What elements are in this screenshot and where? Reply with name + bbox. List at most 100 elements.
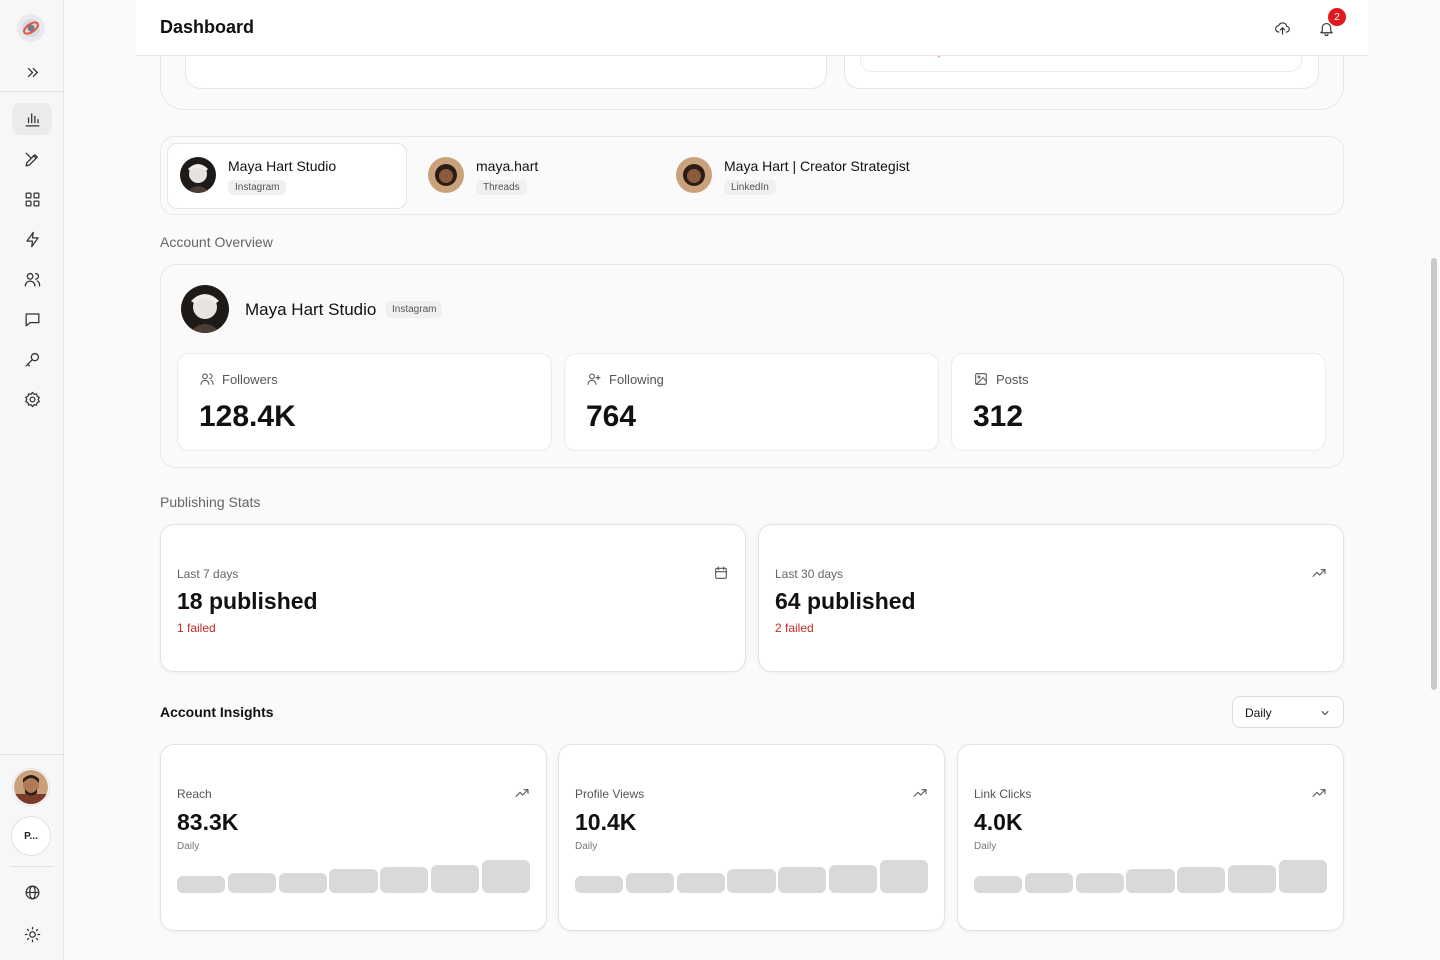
theme-toggle-button[interactable] bbox=[12, 918, 52, 950]
top-header: Dashboard bbox=[136, 0, 1368, 56]
user-avatar[interactable] bbox=[12, 768, 50, 806]
account-avatar bbox=[676, 157, 712, 193]
sidebar: P... bbox=[0, 0, 64, 960]
workspace-switcher[interactable]: P... bbox=[11, 816, 51, 856]
sidebar-item-team[interactable] bbox=[12, 263, 52, 295]
account-name: Maya Hart Studio bbox=[228, 158, 337, 174]
trending-up-icon bbox=[514, 785, 530, 801]
sidebar-item-api-keys[interactable] bbox=[12, 343, 52, 375]
upload-button[interactable] bbox=[1270, 16, 1294, 40]
stat-value: 312 bbox=[973, 400, 1024, 433]
section-title-account-insights: Account Insights bbox=[160, 704, 274, 720]
account-platform: Threads bbox=[476, 180, 527, 195]
stat-label: Followers bbox=[222, 372, 278, 387]
grid-icon bbox=[25, 192, 39, 206]
insight-label: Reach bbox=[177, 787, 212, 801]
user-plus-icon bbox=[586, 371, 602, 387]
notification-count-badge: 2 bbox=[1328, 8, 1346, 26]
published-count: 64 published bbox=[775, 588, 916, 614]
stat-card-following: Following 764 bbox=[564, 353, 939, 451]
failed-count: 2 failed bbox=[775, 621, 814, 635]
cloud-upload-icon bbox=[1274, 21, 1290, 35]
image-icon bbox=[973, 371, 989, 387]
calendar-icon bbox=[713, 565, 729, 581]
sparkline-bar bbox=[278, 873, 327, 893]
sparkline-bar bbox=[625, 873, 675, 893]
account-platform: Instagram bbox=[228, 180, 287, 195]
failed-count: 1 failed bbox=[177, 621, 216, 635]
sparkline-bar bbox=[727, 869, 776, 893]
publishing-period: Last 7 days bbox=[177, 567, 239, 581]
globe-icon bbox=[25, 885, 39, 899]
sparkline-bar bbox=[1227, 865, 1277, 893]
trending-up-icon bbox=[1311, 565, 1327, 581]
sparkline-bar bbox=[778, 867, 827, 893]
stat-card-posts: Posts 312 bbox=[951, 353, 1326, 451]
publishing-period: Last 30 days bbox=[775, 567, 844, 581]
chevrons-right-icon bbox=[27, 67, 38, 77]
overview-avatar bbox=[181, 285, 229, 333]
sidebar-item-analytics[interactable] bbox=[12, 103, 52, 135]
insights-range-select[interactable]: Daily bbox=[1232, 696, 1344, 728]
sidebar-item-settings[interactable] bbox=[12, 383, 52, 415]
account-avatar bbox=[428, 157, 464, 193]
chevron-down-icon bbox=[1319, 706, 1331, 718]
stat-label: Posts bbox=[996, 372, 1029, 387]
sparkline-bar bbox=[575, 876, 624, 893]
page-title: Dashboard bbox=[160, 17, 255, 37]
account-avatar bbox=[180, 157, 216, 193]
sparkline-bar bbox=[828, 865, 878, 893]
insight-sparkline bbox=[177, 859, 530, 893]
sparkline-bar bbox=[329, 868, 378, 893]
sparkline-bar bbox=[430, 865, 480, 893]
sidebar-item-apps[interactable] bbox=[12, 183, 52, 215]
pen-tool-icon bbox=[25, 152, 38, 166]
trending-up-icon bbox=[1311, 785, 1327, 801]
sparkline-bar bbox=[879, 860, 928, 893]
user-avatar-image bbox=[14, 770, 48, 804]
sun-icon bbox=[24, 926, 40, 942]
account-name: Maya Hart | Creator Strategist bbox=[724, 158, 910, 174]
insight-value: 10.4K bbox=[575, 809, 637, 835]
analytics-icon bbox=[25, 112, 39, 126]
logo-icon bbox=[22, 19, 40, 37]
page-scrollbar[interactable] bbox=[1431, 258, 1437, 690]
expand-sidebar-button[interactable] bbox=[12, 56, 52, 88]
publishing-card-7-days: Last 7 days 18 published 1 failed bbox=[160, 524, 746, 672]
insight-period: Daily bbox=[177, 841, 200, 852]
trending-up-icon bbox=[912, 785, 928, 801]
stat-label: Following bbox=[609, 372, 664, 387]
sparkline-bar bbox=[1177, 867, 1226, 893]
overview-platform-badge: Instagram bbox=[386, 301, 443, 318]
sidebar-item-messages[interactable] bbox=[12, 303, 52, 335]
publishing-card-30-days: Last 30 days 64 published 2 failed bbox=[758, 524, 1344, 672]
notifications-button[interactable] bbox=[1314, 16, 1338, 40]
sidebar-divider bbox=[0, 754, 64, 755]
workspace-label: P... bbox=[24, 830, 38, 842]
app-logo[interactable] bbox=[17, 14, 45, 42]
insight-period: Daily bbox=[575, 841, 598, 852]
sparkline-bar bbox=[1278, 860, 1327, 893]
users-icon bbox=[199, 371, 215, 387]
sparkline-bar bbox=[1126, 869, 1175, 893]
sidebar-item-automation[interactable] bbox=[12, 223, 52, 255]
users-icon bbox=[24, 272, 40, 286]
published-count: 18 published bbox=[177, 588, 318, 614]
section-title-publishing-stats: Publishing Stats bbox=[160, 494, 261, 510]
insight-sparkline bbox=[974, 859, 1327, 893]
insight-card-reach: Reach 83.3K Daily bbox=[160, 744, 547, 931]
sparkline-bar bbox=[177, 876, 226, 893]
sparkline-bar bbox=[1024, 873, 1074, 893]
zap-icon bbox=[25, 231, 39, 247]
insight-value: 4.0K bbox=[974, 809, 1023, 835]
section-title-account-overview: Account Overview bbox=[160, 234, 273, 250]
sparkline-bar bbox=[481, 860, 530, 893]
sidebar-item-compose[interactable] bbox=[12, 143, 52, 175]
stat-card-followers: Followers 128.4K bbox=[177, 353, 552, 451]
insight-label: Profile Views bbox=[575, 787, 645, 801]
language-button[interactable] bbox=[12, 876, 52, 908]
sidebar-divider bbox=[0, 91, 64, 92]
sparkline-bar bbox=[974, 876, 1023, 893]
message-square-icon bbox=[25, 312, 39, 326]
sparkline-bar bbox=[380, 867, 429, 893]
